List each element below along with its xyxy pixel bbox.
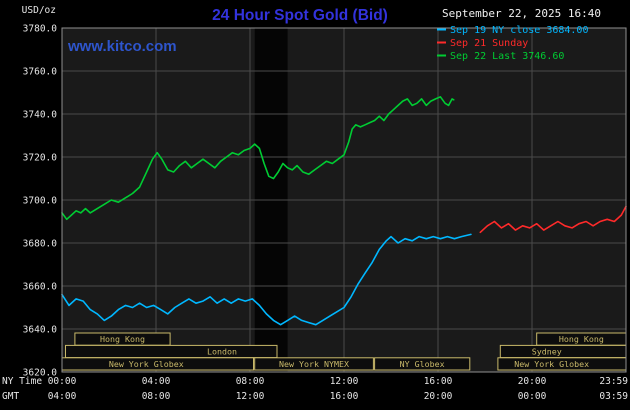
y-tick-label: 3760.0: [23, 67, 58, 78]
x-tick-ny: 16:00: [424, 376, 453, 387]
session-box: [374, 357, 471, 371]
y-tick-label: 3720.0: [23, 153, 58, 164]
session-label: Sydney: [532, 347, 562, 357]
y-tick-label: 3700.0: [23, 196, 58, 207]
series-line-1: [479, 205, 627, 234]
session-label: New York Globex: [109, 359, 184, 369]
session-label: Hong Kong: [100, 334, 145, 344]
y-axis-units-label: USD/oz: [22, 5, 56, 16]
y-tick-label: 3640.0: [23, 325, 58, 336]
series-line-2: [61, 96, 455, 221]
x-tick-ny: 04:00: [142, 376, 171, 387]
session-label: Hong Kong: [559, 334, 604, 344]
session-label: NY Globex: [400, 359, 445, 369]
x-tick-gmt: 12:00: [236, 391, 265, 402]
x-tick-gmt: 04:00: [48, 391, 77, 402]
plot-area: 3620.0 3640.0 3660.0 3680.0 3700.0 3720.0 3740…: [23, 24, 629, 403]
x-tick-ny: 00:00: [48, 376, 77, 387]
series-line-0: [61, 233, 472, 326]
x-tick-gmt: 16:00: [330, 391, 359, 402]
kitco-watermark-link[interactable]: www.kitco.com: [67, 38, 177, 55]
y-tick-label: 3660.0: [23, 282, 58, 293]
legend-item-label: Sep 21 Sunday: [450, 38, 528, 49]
session-box: [254, 357, 374, 371]
legend: Sep 19 NY close 3684.00 Sep 21 Sunday Sep …: [437, 25, 588, 62]
session-label: London: [207, 347, 237, 357]
ny-time-axis-label: NY Time: [2, 376, 42, 387]
datetime-label: September 22, 2025 16:40: [442, 7, 601, 20]
x-tick-gmt: 20:00: [424, 391, 453, 402]
session-label: New York NYMEX: [279, 359, 349, 369]
chart-title: 24 Hour Spot Gold (Bid): [212, 7, 388, 24]
x-tick-gmt: 08:00: [142, 391, 171, 402]
x-tick-ny: 20:00: [518, 376, 547, 387]
session-box: [65, 344, 278, 359]
x-tick-gmt: 03:59: [599, 391, 628, 402]
x-tick-ny: 08:00: [236, 376, 265, 387]
legend-item-label: Sep 19 NY close 3684.00: [450, 25, 588, 36]
x-tick-gmt: 00:00: [518, 391, 547, 402]
session-label: New York Globex: [514, 359, 589, 369]
y-tick-label: 3680.0: [23, 239, 58, 250]
plot-border: [61, 27, 627, 373]
y-tick-label: 3740.0: [23, 110, 58, 121]
x-tick-ny: 23:59: [599, 376, 628, 387]
legend-item-label: Sep 22 Last 3746.60: [450, 51, 564, 62]
gmt-axis-label: GMT: [2, 391, 19, 402]
y-tick-label: 3620.0: [23, 368, 58, 379]
x-tick-ny: 12:00: [330, 376, 359, 387]
y-tick-label: 3780.0: [23, 24, 58, 35]
session-box: [499, 344, 627, 359]
